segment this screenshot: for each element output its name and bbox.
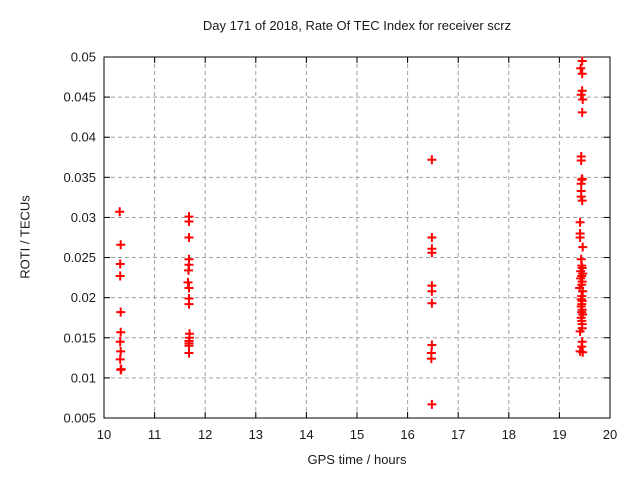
- svg-text:18: 18: [502, 427, 516, 442]
- chart-title: Day 171 of 2018, Rate Of TEC Index for r…: [202, 18, 512, 33]
- svg-text:0.015: 0.015: [63, 330, 96, 345]
- svg-text:10: 10: [97, 427, 111, 442]
- svg-text:0.04: 0.04: [71, 130, 96, 145]
- svg-text:0.05: 0.05: [71, 50, 96, 65]
- svg-text:11: 11: [148, 427, 162, 442]
- svg-text:0.005: 0.005: [63, 411, 96, 426]
- svg-text:16: 16: [400, 427, 414, 442]
- svg-text:19: 19: [552, 427, 566, 442]
- x-axis-label: GPS time / hours: [307, 452, 407, 467]
- svg-text:0.02: 0.02: [71, 290, 96, 305]
- svg-text:17: 17: [451, 427, 465, 442]
- svg-text:0.01: 0.01: [71, 370, 96, 385]
- svg-text:0.025: 0.025: [63, 250, 96, 265]
- svg-text:20: 20: [603, 427, 617, 442]
- svg-text:15: 15: [350, 427, 364, 442]
- svg-text:0.03: 0.03: [71, 210, 96, 225]
- svg-text:0.035: 0.035: [63, 170, 96, 185]
- svg-text:13: 13: [249, 427, 263, 442]
- data-points: [115, 56, 588, 409]
- svg-text:14: 14: [299, 427, 313, 442]
- svg-text:0.045: 0.045: [63, 90, 96, 105]
- svg-text:12: 12: [198, 427, 212, 442]
